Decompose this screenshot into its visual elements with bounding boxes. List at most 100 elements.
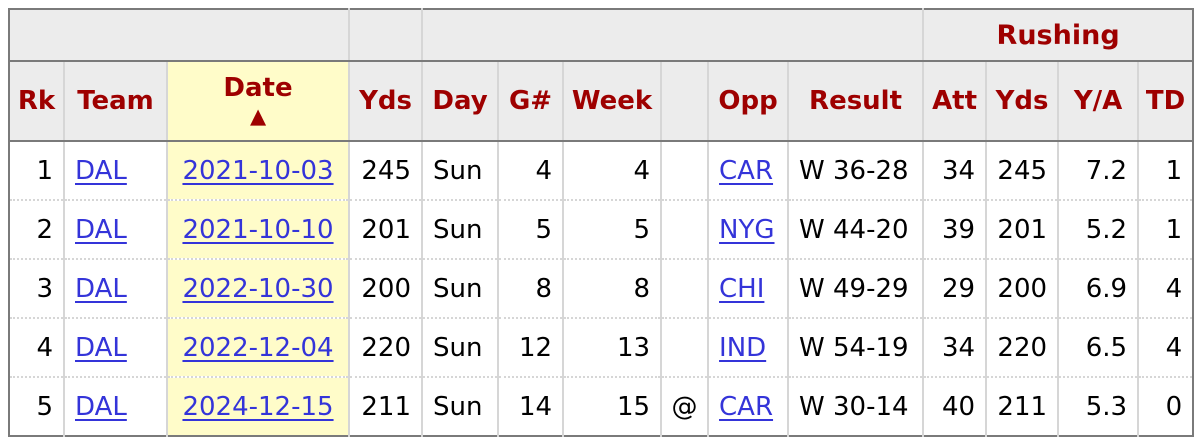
opp-link[interactable]: CAR bbox=[719, 391, 774, 422]
cell-rk: 5 bbox=[9, 376, 64, 436]
cell-at bbox=[660, 141, 709, 200]
cell-day: Sun bbox=[421, 141, 499, 200]
cell-result: W 36-28 bbox=[787, 141, 924, 200]
header-game-number[interactable]: G# bbox=[497, 61, 564, 142]
cell-opp: NYG bbox=[707, 199, 789, 259]
cell-week: 4 bbox=[562, 141, 662, 200]
header-rush-att[interactable]: Att bbox=[922, 61, 987, 142]
cell-result: W 49-29 bbox=[787, 258, 924, 318]
date-link[interactable]: 2022-12-04 bbox=[182, 332, 334, 363]
cell-rush-att: 34 bbox=[922, 141, 987, 200]
team-link[interactable]: DAL bbox=[75, 332, 127, 363]
cell-rush-yds: 200 bbox=[985, 258, 1059, 318]
opp-link[interactable]: IND bbox=[719, 332, 767, 363]
cell-result: W 54-19 bbox=[787, 317, 924, 377]
cell-opp: CAR bbox=[707, 376, 789, 436]
cell-game-number: 5 bbox=[497, 199, 564, 259]
cell-week: 5 bbox=[562, 199, 662, 259]
date-link[interactable]: 2021-10-03 bbox=[182, 155, 334, 186]
team-link[interactable]: DAL bbox=[75, 155, 127, 186]
cell-at bbox=[660, 199, 709, 259]
header-date-label: Date bbox=[223, 73, 293, 104]
cell-opp: IND bbox=[707, 317, 789, 377]
cell-rk: 4 bbox=[9, 317, 64, 377]
header-day[interactable]: Day bbox=[421, 61, 499, 142]
header-opp[interactable]: Opp bbox=[707, 61, 789, 142]
table-row: 5 DAL 2024-12-15 211 Sun 14 15 @ CAR W 3… bbox=[9, 376, 1194, 436]
header-week[interactable]: Week bbox=[562, 61, 662, 142]
cell-date: 2024-12-15 bbox=[165, 376, 350, 436]
cell-at: @ bbox=[660, 376, 709, 436]
cell-team: DAL bbox=[63, 141, 167, 200]
cell-rush-td: 1 bbox=[1137, 141, 1194, 200]
cell-rush-yds: 220 bbox=[985, 317, 1059, 377]
cell-team: DAL bbox=[63, 317, 167, 377]
opp-link[interactable]: CHI bbox=[719, 273, 765, 304]
cell-yds: 201 bbox=[348, 199, 423, 259]
cell-rush-td: 4 bbox=[1137, 258, 1194, 318]
date-link[interactable]: 2021-10-10 bbox=[182, 214, 334, 245]
column-header-row: Rk Team Date ▲ Yds Day G# Week Opp Resul… bbox=[9, 61, 1194, 142]
cell-opp: CAR bbox=[707, 141, 789, 200]
header-rush-td[interactable]: TD bbox=[1137, 61, 1194, 142]
group-header-rushing: Rushing bbox=[922, 9, 1194, 62]
cell-rush-ya: 6.9 bbox=[1057, 258, 1139, 318]
cell-rush-att: 40 bbox=[922, 376, 987, 436]
table-header: Rushing Rk Team Date ▲ Yds Day G# Week O… bbox=[9, 9, 1194, 142]
cell-at bbox=[660, 317, 709, 377]
header-rk[interactable]: Rk bbox=[9, 61, 64, 142]
cell-team: DAL bbox=[63, 199, 167, 259]
cell-date: 2022-12-04 bbox=[165, 317, 350, 377]
date-link[interactable]: 2024-12-15 bbox=[182, 391, 334, 422]
cell-game-number: 12 bbox=[497, 317, 564, 377]
cell-result: W 44-20 bbox=[787, 199, 924, 259]
cell-week: 13 bbox=[562, 317, 662, 377]
cell-game-number: 8 bbox=[497, 258, 564, 318]
header-result[interactable]: Result bbox=[787, 61, 924, 142]
cell-game-number: 14 bbox=[497, 376, 564, 436]
header-rush-ya[interactable]: Y/A bbox=[1057, 61, 1139, 142]
cell-day: Sun bbox=[421, 258, 499, 318]
cell-date: 2021-10-03 bbox=[165, 141, 350, 200]
cell-yds: 211 bbox=[348, 376, 423, 436]
cell-rush-yds: 245 bbox=[985, 141, 1059, 200]
cell-week: 8 bbox=[562, 258, 662, 318]
header-rush-yds[interactable]: Yds bbox=[985, 61, 1059, 142]
cell-rush-ya: 5.3 bbox=[1057, 376, 1139, 436]
team-link[interactable]: DAL bbox=[75, 214, 127, 245]
cell-date: 2022-10-30 bbox=[165, 258, 350, 318]
header-team[interactable]: Team bbox=[63, 61, 167, 142]
cell-yds: 245 bbox=[348, 141, 423, 200]
team-link[interactable]: DAL bbox=[75, 273, 127, 304]
cell-rush-ya: 5.2 bbox=[1057, 199, 1139, 259]
cell-rush-att: 29 bbox=[922, 258, 987, 318]
cell-rush-ya: 7.2 bbox=[1057, 141, 1139, 200]
cell-day: Sun bbox=[421, 376, 499, 436]
group-header-row: Rushing bbox=[9, 9, 1194, 62]
header-date-sorted[interactable]: Date ▲ bbox=[165, 61, 350, 142]
cell-result: W 30-14 bbox=[787, 376, 924, 436]
cell-rk: 3 bbox=[9, 258, 64, 318]
table-row: 1 DAL 2021-10-03 245 Sun 4 4 CAR W 36-28… bbox=[9, 141, 1194, 200]
cell-rush-yds: 211 bbox=[985, 376, 1059, 436]
header-at[interactable] bbox=[660, 61, 709, 142]
date-link[interactable]: 2022-10-30 bbox=[182, 273, 334, 304]
table-row: 3 DAL 2022-10-30 200 Sun 8 8 CHI W 49-29… bbox=[9, 258, 1194, 318]
opp-link[interactable]: CAR bbox=[719, 155, 774, 186]
cell-at bbox=[660, 258, 709, 318]
header-yds[interactable]: Yds bbox=[348, 61, 423, 142]
cell-yds: 200 bbox=[348, 258, 423, 318]
cell-rush-yds: 201 bbox=[985, 199, 1059, 259]
cell-rush-att: 34 bbox=[922, 317, 987, 377]
cell-opp: CHI bbox=[707, 258, 789, 318]
cell-rush-td: 4 bbox=[1137, 317, 1194, 377]
opp-link[interactable]: NYG bbox=[719, 214, 775, 245]
table-row: 4 DAL 2022-12-04 220 Sun 12 13 IND W 54-… bbox=[9, 317, 1194, 377]
cell-rush-att: 39 bbox=[922, 199, 987, 259]
cell-rush-ya: 6.5 bbox=[1057, 317, 1139, 377]
sort-asc-icon: ▲ bbox=[249, 103, 267, 128]
team-link[interactable]: DAL bbox=[75, 391, 127, 422]
cell-team: DAL bbox=[63, 258, 167, 318]
cell-day: Sun bbox=[421, 317, 499, 377]
table-body: 1 DAL 2021-10-03 245 Sun 4 4 CAR W 36-28… bbox=[9, 141, 1194, 436]
